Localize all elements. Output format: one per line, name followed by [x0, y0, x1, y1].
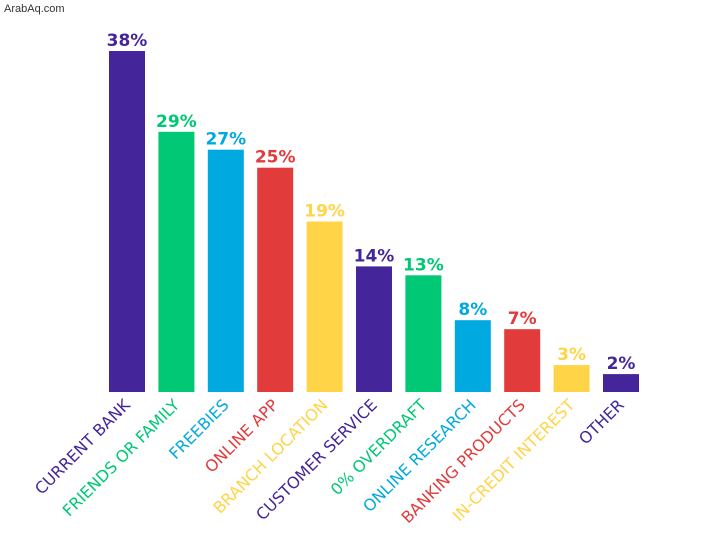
bar-online-app	[257, 167, 294, 392]
bar-friends-or-family	[158, 131, 195, 393]
bar-other	[603, 374, 639, 392]
value-label: 38%	[107, 31, 148, 51]
bar-customer-service	[356, 266, 392, 392]
bar-branch-location	[306, 221, 343, 392]
value-label: 27%	[205, 130, 246, 150]
value-label: 19%	[304, 202, 345, 222]
bar-banking-products	[504, 329, 541, 392]
value-label: 14%	[354, 246, 395, 266]
category-label: OTHER	[575, 395, 628, 448]
value-label: 7%	[508, 309, 537, 329]
bar-freebies	[207, 149, 244, 392]
value-label: 8%	[458, 300, 487, 320]
value-label: 13%	[403, 255, 444, 275]
bar-current-bank	[109, 51, 145, 392]
bar-in-credit-interest	[553, 365, 590, 392]
value-label: 3%	[557, 345, 586, 365]
value-label: 25%	[255, 148, 296, 168]
value-label: 29%	[156, 112, 197, 132]
bar-online-research	[454, 320, 491, 392]
value-label: 2%	[607, 354, 636, 374]
bar-0-overdraft	[405, 275, 442, 392]
watermark: ArabAq.com	[4, 3, 65, 15]
